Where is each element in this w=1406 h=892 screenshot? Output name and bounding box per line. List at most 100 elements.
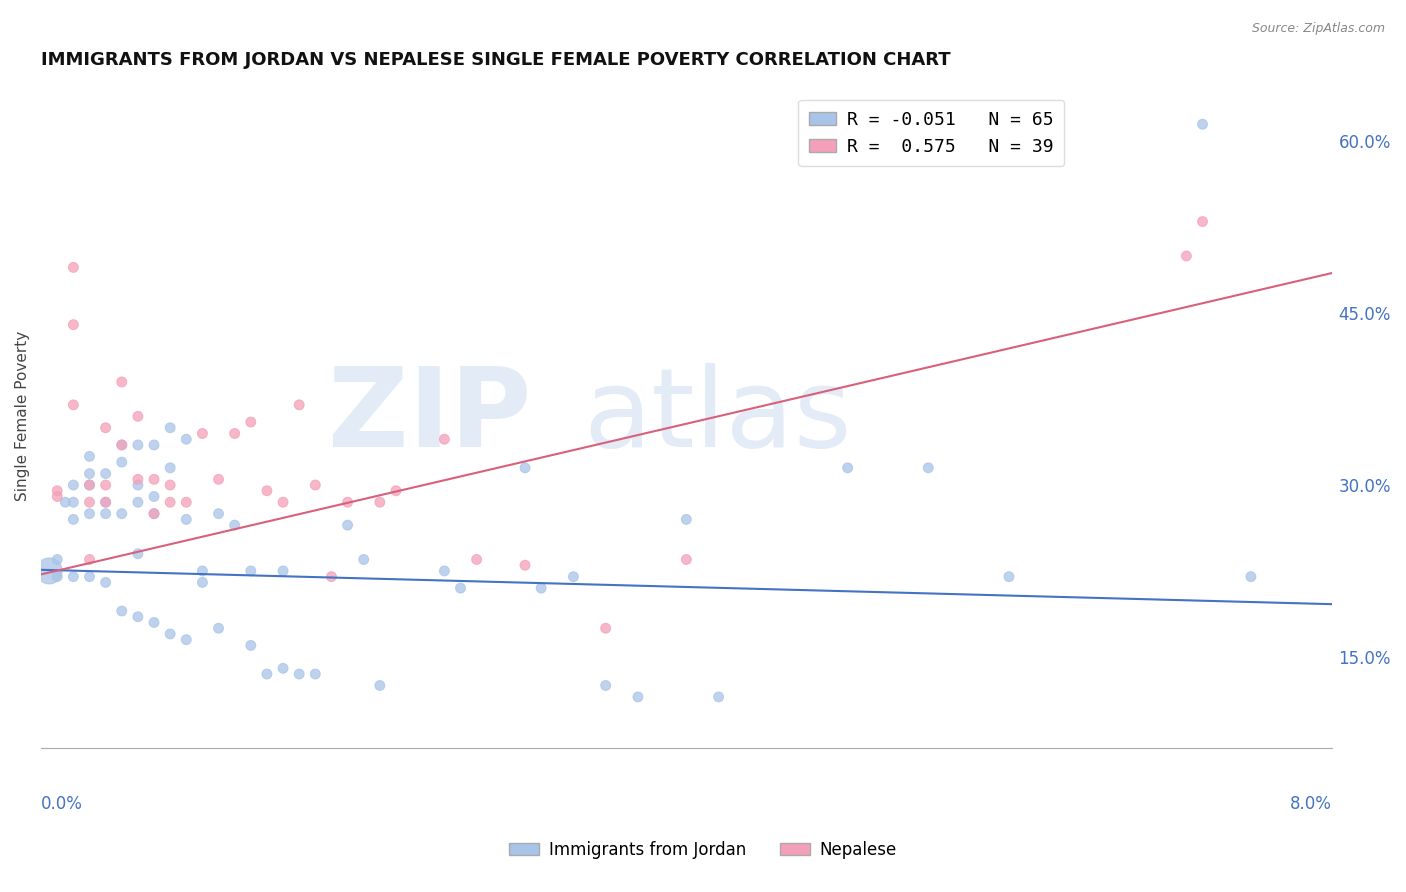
Point — [271, 564, 294, 578]
Point — [46, 490, 69, 504]
Point — [111, 375, 134, 389]
Text: 0.0%: 0.0% — [41, 795, 83, 813]
Text: IMMIGRANTS FROM JORDAN VS NEPALESE SINGLE FEMALE POVERTY CORRELATION CHART: IMMIGRANTS FROM JORDAN VS NEPALESE SINGL… — [41, 51, 950, 69]
Point — [127, 478, 149, 492]
Point — [239, 639, 262, 653]
Text: 8.0%: 8.0% — [1289, 795, 1331, 813]
Point — [79, 478, 101, 492]
Point — [62, 569, 84, 583]
Point — [1175, 249, 1198, 263]
Point — [513, 460, 536, 475]
Point — [224, 518, 246, 533]
Point — [288, 398, 311, 412]
Point — [127, 472, 149, 486]
Point — [94, 575, 117, 590]
Point — [207, 621, 229, 635]
Point — [239, 564, 262, 578]
Point — [675, 552, 697, 566]
Point — [174, 495, 197, 509]
Point — [143, 438, 166, 452]
Point — [562, 569, 585, 583]
Point — [79, 467, 101, 481]
Point — [1240, 569, 1263, 583]
Point — [1191, 117, 1213, 131]
Point — [368, 678, 391, 692]
Point — [46, 483, 69, 498]
Point — [595, 678, 617, 692]
Point — [53, 495, 76, 509]
Y-axis label: Single Female Poverty: Single Female Poverty — [15, 331, 30, 501]
Point — [353, 552, 375, 566]
Point — [111, 438, 134, 452]
Point — [385, 483, 408, 498]
Point — [143, 615, 166, 630]
Point — [127, 547, 149, 561]
Point — [256, 667, 278, 681]
Point — [1191, 214, 1213, 228]
Point — [94, 467, 117, 481]
Point — [159, 421, 181, 435]
Point — [837, 460, 859, 475]
Point — [62, 495, 84, 509]
Point — [450, 581, 472, 595]
Point — [174, 512, 197, 526]
Point — [79, 552, 101, 566]
Point — [159, 495, 181, 509]
Point — [94, 495, 117, 509]
Point — [143, 472, 166, 486]
Point — [998, 569, 1021, 583]
Point — [38, 564, 60, 578]
Point — [304, 667, 326, 681]
Point — [127, 409, 149, 424]
Point — [62, 512, 84, 526]
Point — [627, 690, 650, 704]
Point — [239, 415, 262, 429]
Point — [595, 621, 617, 635]
Point — [465, 552, 488, 566]
Point — [159, 627, 181, 641]
Point — [433, 432, 456, 446]
Point — [191, 426, 214, 441]
Point — [368, 495, 391, 509]
Point — [94, 495, 117, 509]
Point — [79, 478, 101, 492]
Point — [79, 495, 101, 509]
Point — [94, 507, 117, 521]
Point — [94, 421, 117, 435]
Point — [513, 558, 536, 573]
Point — [62, 260, 84, 275]
Point — [707, 690, 730, 704]
Point — [111, 507, 134, 521]
Point — [917, 460, 939, 475]
Point — [224, 426, 246, 441]
Point — [62, 398, 84, 412]
Point — [79, 450, 101, 464]
Point — [207, 472, 229, 486]
Legend: R = -0.051   N = 65, R =  0.575   N = 39: R = -0.051 N = 65, R = 0.575 N = 39 — [799, 100, 1064, 167]
Point — [111, 455, 134, 469]
Point — [336, 495, 359, 509]
Point — [159, 460, 181, 475]
Point — [94, 478, 117, 492]
Point — [191, 564, 214, 578]
Point — [127, 438, 149, 452]
Point — [321, 569, 343, 583]
Point — [46, 569, 69, 583]
Text: atlas: atlas — [583, 363, 852, 470]
Point — [191, 575, 214, 590]
Point — [79, 507, 101, 521]
Point — [127, 609, 149, 624]
Point — [46, 552, 69, 566]
Point — [62, 478, 84, 492]
Point — [256, 483, 278, 498]
Text: Source: ZipAtlas.com: Source: ZipAtlas.com — [1251, 22, 1385, 36]
Point — [79, 569, 101, 583]
Point — [271, 661, 294, 675]
Point — [207, 507, 229, 521]
Point — [530, 581, 553, 595]
Point — [143, 507, 166, 521]
Text: ZIP: ZIP — [328, 363, 531, 470]
Point — [271, 495, 294, 509]
Point — [127, 495, 149, 509]
Point — [336, 518, 359, 533]
